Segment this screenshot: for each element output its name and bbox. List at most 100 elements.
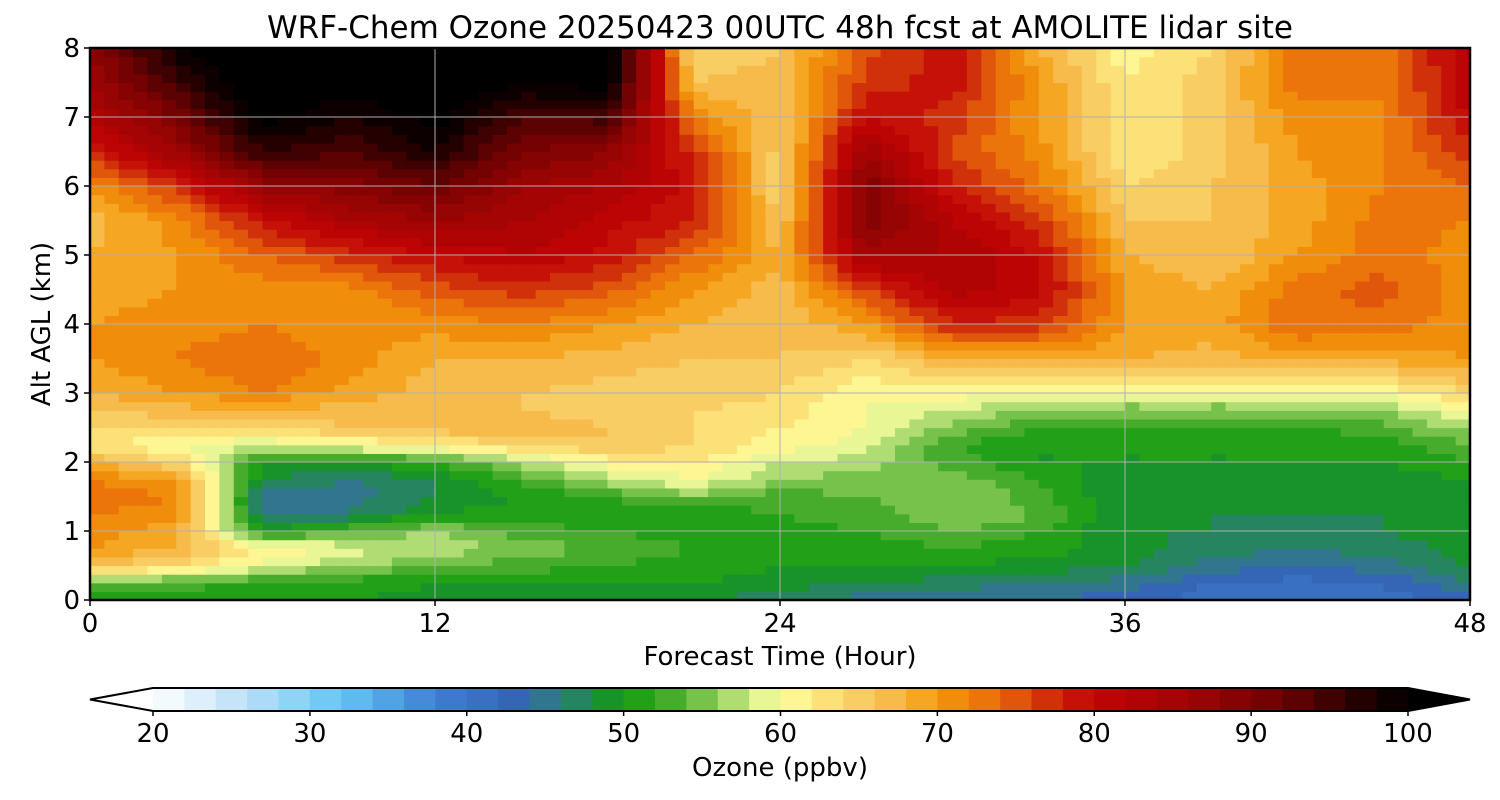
heatmap-cell xyxy=(492,410,508,420)
heatmap-cell xyxy=(248,444,264,454)
heatmap-cell xyxy=(1340,315,1356,325)
heatmap-cell xyxy=(176,574,192,584)
heatmap-cell xyxy=(420,160,436,170)
heatmap-cell xyxy=(90,522,105,532)
heatmap-cell xyxy=(866,462,882,472)
heatmap-cell xyxy=(248,194,264,204)
heatmap-cell xyxy=(578,358,594,368)
heatmap-cell xyxy=(463,427,479,437)
heatmap-cell xyxy=(923,487,939,498)
heatmap-cell xyxy=(837,298,853,308)
heatmap-cell xyxy=(1398,367,1414,377)
heatmap-cell xyxy=(981,582,997,592)
heatmap-cell xyxy=(909,436,925,446)
heatmap-cell xyxy=(133,203,149,213)
heatmap-cell xyxy=(348,280,364,291)
heatmap-cell xyxy=(880,427,896,437)
heatmap-cell xyxy=(1168,315,1184,325)
heatmap-cell xyxy=(938,427,954,437)
heatmap-cell xyxy=(133,453,149,463)
heatmap-cell xyxy=(1067,539,1083,549)
heatmap-cell xyxy=(248,298,264,308)
heatmap-cell xyxy=(262,255,278,265)
heatmap-cell xyxy=(1024,479,1040,489)
heatmap-cell xyxy=(938,272,954,282)
heatmap-cell xyxy=(377,496,393,506)
heatmap-cell xyxy=(334,255,350,265)
heatmap-cell xyxy=(564,194,580,204)
heatmap-cell xyxy=(1096,574,1112,584)
heatmap-cell xyxy=(550,565,565,575)
heatmap-cell xyxy=(851,462,867,472)
heatmap-cell xyxy=(1038,220,1054,230)
heatmap-cell xyxy=(521,341,537,351)
heatmap-cell xyxy=(406,479,422,489)
heatmap-cell xyxy=(205,349,220,360)
heatmap-cell xyxy=(435,427,450,437)
heatmap-cell xyxy=(722,246,738,256)
heatmap-cell xyxy=(1225,401,1241,411)
heatmap-cell xyxy=(377,229,393,239)
heatmap-cell xyxy=(938,263,954,273)
heatmap-cell xyxy=(1240,203,1255,213)
heatmap-cell xyxy=(1211,168,1227,178)
heatmap-cell xyxy=(550,367,565,377)
heatmap-cell xyxy=(823,556,839,567)
heatmap-cell xyxy=(449,410,465,420)
heatmap-cell xyxy=(535,453,551,463)
heatmap-cell xyxy=(363,298,379,308)
heatmap-cell xyxy=(1383,513,1399,523)
heatmap-cell xyxy=(593,194,609,204)
heatmap-cell xyxy=(320,496,335,506)
heatmap-cell xyxy=(492,349,508,360)
heatmap-cell xyxy=(550,332,565,342)
heatmap-cell xyxy=(1096,237,1112,247)
heatmap-cell xyxy=(90,444,105,454)
heatmap-cell xyxy=(1038,160,1054,170)
heatmap-cell xyxy=(1311,453,1327,463)
heatmap-cell xyxy=(607,393,623,403)
heatmap-cell xyxy=(607,470,623,480)
heatmap-cell xyxy=(1211,427,1227,437)
heatmap-cell xyxy=(1369,548,1385,558)
heatmap-cell xyxy=(219,513,235,523)
heatmap-cell xyxy=(190,306,206,316)
heatmap-cell xyxy=(190,427,206,437)
heatmap-cell xyxy=(506,349,522,360)
heatmap-cell xyxy=(1383,444,1399,454)
heatmap-cell xyxy=(305,255,321,265)
heatmap-cell xyxy=(607,160,623,170)
heatmap-cell xyxy=(621,349,637,360)
heatmap-cell xyxy=(1455,220,1470,230)
heatmap-cell xyxy=(147,298,163,308)
heatmap-cell xyxy=(1297,531,1313,541)
heatmap-cell xyxy=(650,496,666,506)
heatmap-cell xyxy=(1426,487,1442,498)
heatmap-cell xyxy=(305,470,321,480)
heatmap-cell xyxy=(320,548,335,558)
heatmap-cell xyxy=(1153,539,1169,549)
heatmap-cell xyxy=(406,237,422,247)
heatmap-cell xyxy=(1125,237,1140,247)
heatmap-cell xyxy=(679,220,695,230)
heatmap-cell xyxy=(1355,375,1370,385)
heatmap-cell xyxy=(90,177,105,187)
heatmap-cell xyxy=(1412,367,1428,377)
heatmap-cell xyxy=(1067,401,1083,411)
heatmap-cell xyxy=(1426,539,1442,549)
heatmap-cell xyxy=(679,358,695,368)
heatmap-cell xyxy=(636,591,652,600)
heatmap-cell xyxy=(118,384,134,394)
heatmap-cell xyxy=(305,436,321,446)
heatmap-cell xyxy=(276,444,292,454)
heatmap-cell xyxy=(521,487,537,498)
heatmap-cell xyxy=(363,186,379,196)
heatmap-cell xyxy=(348,591,364,600)
heatmap-cell xyxy=(90,436,105,446)
heatmap-cell xyxy=(176,315,192,325)
heatmap-cell xyxy=(966,168,982,178)
heatmap-cell xyxy=(406,436,422,446)
heatmap-cell xyxy=(1168,436,1184,446)
heatmap-cell xyxy=(161,367,177,377)
heatmap-cell xyxy=(147,410,163,420)
